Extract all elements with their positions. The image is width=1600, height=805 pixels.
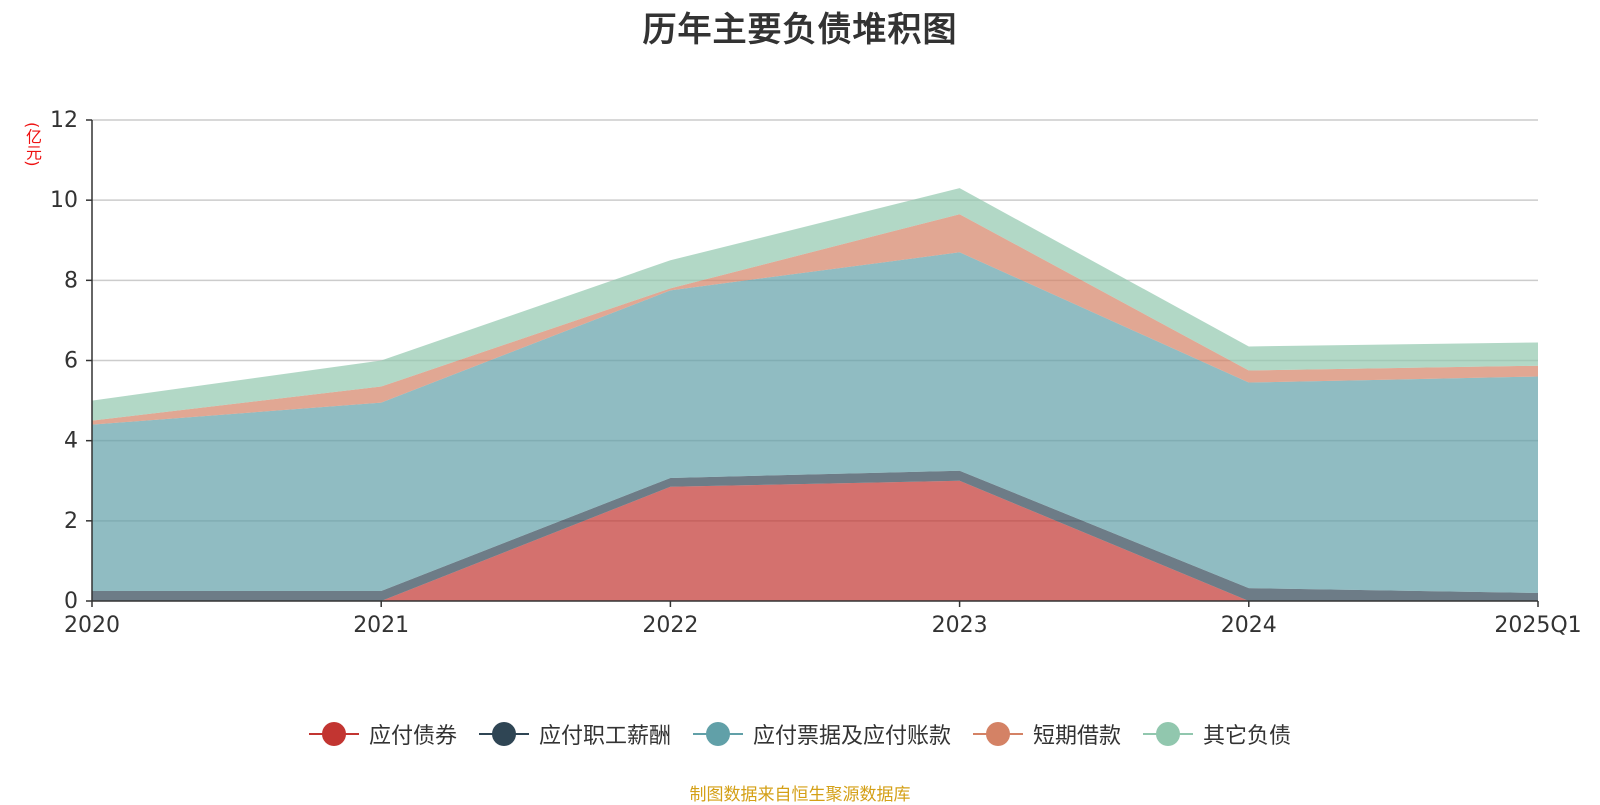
legend-label: 应付职工薪酬 <box>538 724 671 749</box>
legend-item-bonds-payable[interactable]: 应付债券 <box>308 718 457 750</box>
x-tick-label: 2024 <box>1221 613 1277 638</box>
legend-label: 其它负债 <box>1203 724 1292 749</box>
legend-marker-icon <box>478 721 529 747</box>
x-tick-label: 2021 <box>353 613 409 638</box>
y-tick-label: 10 <box>50 188 78 213</box>
chart-legend: 应付债券 应付职工薪酬 应付票据及应付账款 短期借款 其它负债 <box>0 718 1600 750</box>
legend-marker-icon <box>1143 721 1194 747</box>
x-tick-label: 2023 <box>932 613 988 638</box>
legend-item-notes-accounts-payable[interactable]: 应付票据及应付账款 <box>692 718 951 750</box>
legend-marker-icon <box>692 721 743 747</box>
y-tick-label: 8 <box>64 268 78 293</box>
y-tick-label: 0 <box>64 589 78 614</box>
legend-item-other-liabilities[interactable]: 其它负债 <box>1143 718 1291 750</box>
y-axis-unit-label: (亿元) <box>23 122 42 167</box>
legend-marker-icon <box>308 721 359 747</box>
area-series-0 <box>92 480 1538 601</box>
area-series-2 <box>92 252 1538 593</box>
legend-label: 应付债券 <box>368 724 457 749</box>
area-series-3 <box>92 214 1538 425</box>
y-tick-label: 6 <box>64 349 78 374</box>
legend-label: 应付票据及应付账款 <box>752 724 951 749</box>
legend-item-employee-payroll[interactable]: 应付职工薪酬 <box>478 718 671 750</box>
legend-item-short-term-loans[interactable]: 短期借款 <box>973 718 1121 750</box>
area-series-4 <box>92 188 1538 421</box>
area-series-1 <box>92 470 1538 601</box>
y-tick-label: 12 <box>50 108 78 133</box>
y-tick-label: 2 <box>64 509 78 534</box>
x-tick-label: 2020 <box>64 613 120 638</box>
stacked-area-chart: 0 2 4 6 8 10 12 2020 2021 2022 2023 2024 2025Q1 <box>50 108 1582 638</box>
data-source-note: 制图数据来自恒生聚源数据库 <box>689 785 911 805</box>
chart-title: 历年主要负债堆积图 <box>642 10 958 50</box>
x-tick-label: 2025Q1 <box>1494 613 1581 638</box>
legend-label: 短期借款 <box>1033 724 1122 749</box>
legend-marker-icon <box>973 721 1023 747</box>
x-tick-label: 2022 <box>642 613 698 638</box>
y-tick-label: 4 <box>64 429 78 454</box>
